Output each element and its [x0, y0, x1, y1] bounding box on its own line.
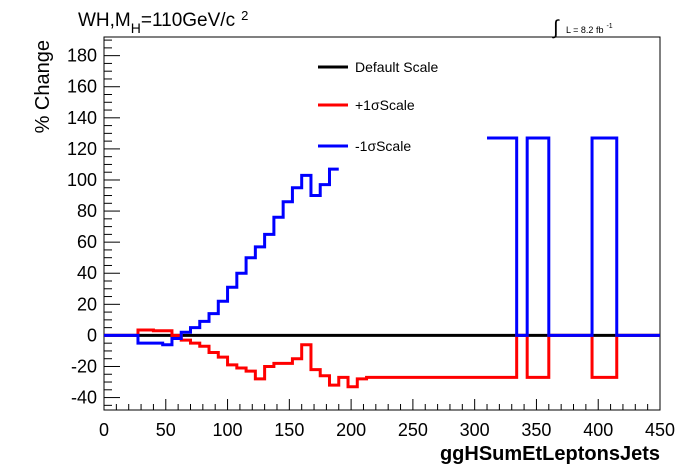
x-tick-label: 150	[274, 420, 304, 440]
y-tick-label: 140	[67, 108, 97, 128]
y-tick-label: 120	[67, 139, 97, 159]
x-axis-title: ggHSumEtLeptonsJets	[440, 443, 660, 465]
series-minus-1sigma	[104, 167, 339, 347]
x-tick-label: 450	[645, 420, 675, 440]
x-tick-label: 350	[521, 420, 551, 440]
y-axis-title: % Change	[32, 40, 54, 133]
y-tick-label: 60	[77, 232, 97, 252]
y-tick-label: 80	[77, 201, 97, 221]
lumi-integral-sign: ∫	[552, 17, 560, 39]
y-tick-label: 160	[67, 77, 97, 97]
lumi-label: L = 8.2 fb -1	[566, 23, 613, 35]
plot-frame	[103, 36, 661, 411]
y-tick-label: 20	[77, 294, 97, 314]
series-lines	[104, 136, 660, 389]
legend-label-minus-1sigma: -1σScale	[355, 138, 411, 154]
axis-ticks: 0 50 100 150 200 250 300 350 400 450 -40 -20 0 20 40 60…	[67, 39, 675, 440]
y-tick-label: 100	[67, 170, 97, 190]
x-tick-label: 400	[583, 420, 613, 440]
x-tick-label: 100	[213, 420, 243, 440]
series-minus-1sigma-segment-2	[487, 136, 660, 337]
y-tick-label: -20	[71, 356, 97, 376]
x-tick-label: 0	[99, 420, 109, 440]
chart-title-sup: 2	[241, 8, 248, 23]
legend-label-plus-1sigma: +1σScale	[355, 97, 415, 113]
series-plus-1sigma	[104, 328, 660, 389]
y-tick-label: 180	[67, 46, 97, 66]
chart-title-rest: =110GeV/c	[141, 10, 235, 31]
chart-title-sub: H	[131, 20, 141, 36]
lumi-label-sup: -1	[606, 23, 612, 30]
x-tick-label: 250	[398, 420, 428, 440]
x-tick-label: 50	[156, 420, 176, 440]
y-tick-label: 0	[87, 325, 97, 345]
legend: Default Scale +1σScale -1σScale	[318, 59, 438, 154]
y-tick-label: -40	[71, 388, 97, 408]
x-tick-label: 200	[336, 420, 366, 440]
y-tick-label: 40	[77, 263, 97, 283]
legend-label-default-scale: Default Scale	[355, 59, 438, 75]
x-tick-label: 300	[460, 420, 490, 440]
chart-title: WH,MH=110GeV/c 2	[78, 8, 248, 36]
